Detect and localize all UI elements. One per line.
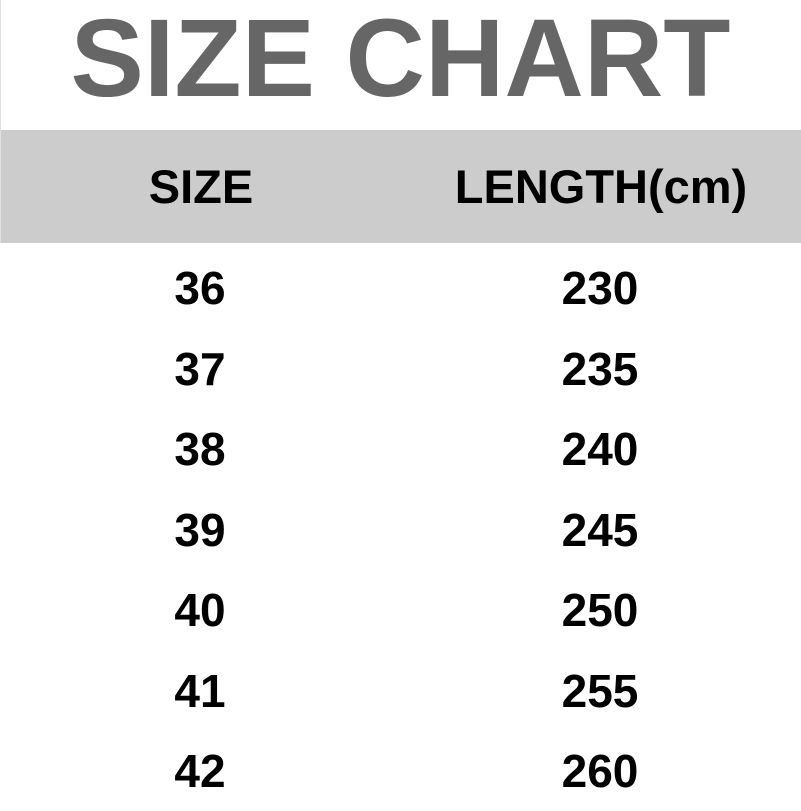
border-line [0, 0, 1, 243]
table-row: 38 240 [0, 409, 801, 489]
length-cell: 235 [561, 342, 639, 395]
length-cell: 245 [561, 503, 639, 556]
length-cell: 260 [561, 745, 639, 797]
header-size: SIZE [148, 160, 254, 213]
length-cell: 255 [561, 664, 639, 717]
size-cell: 38 [174, 423, 226, 475]
page-title: SIZE CHART [70, 0, 731, 120]
length-cell: 230 [561, 262, 639, 314]
length-cell: 250 [561, 584, 639, 636]
size-cell: 40 [174, 584, 226, 636]
header-length: LENGTH(cm) [454, 160, 748, 213]
size-cell: 41 [174, 664, 226, 717]
table-row: 36 230 [0, 248, 801, 328]
table-header: SIZE LENGTH(cm) [1, 130, 801, 243]
table-row: 40 250 [0, 570, 801, 650]
size-cell: 37 [174, 342, 226, 395]
table-row: 42 260 [0, 731, 801, 811]
size-cell: 36 [174, 262, 226, 314]
table-row: 37 235 [0, 329, 801, 409]
table-row: 41 255 [0, 651, 801, 731]
size-cell: 42 [174, 745, 226, 797]
length-cell: 240 [561, 423, 639, 475]
table-row: 39 245 [0, 490, 801, 570]
size-cell: 39 [174, 503, 226, 556]
